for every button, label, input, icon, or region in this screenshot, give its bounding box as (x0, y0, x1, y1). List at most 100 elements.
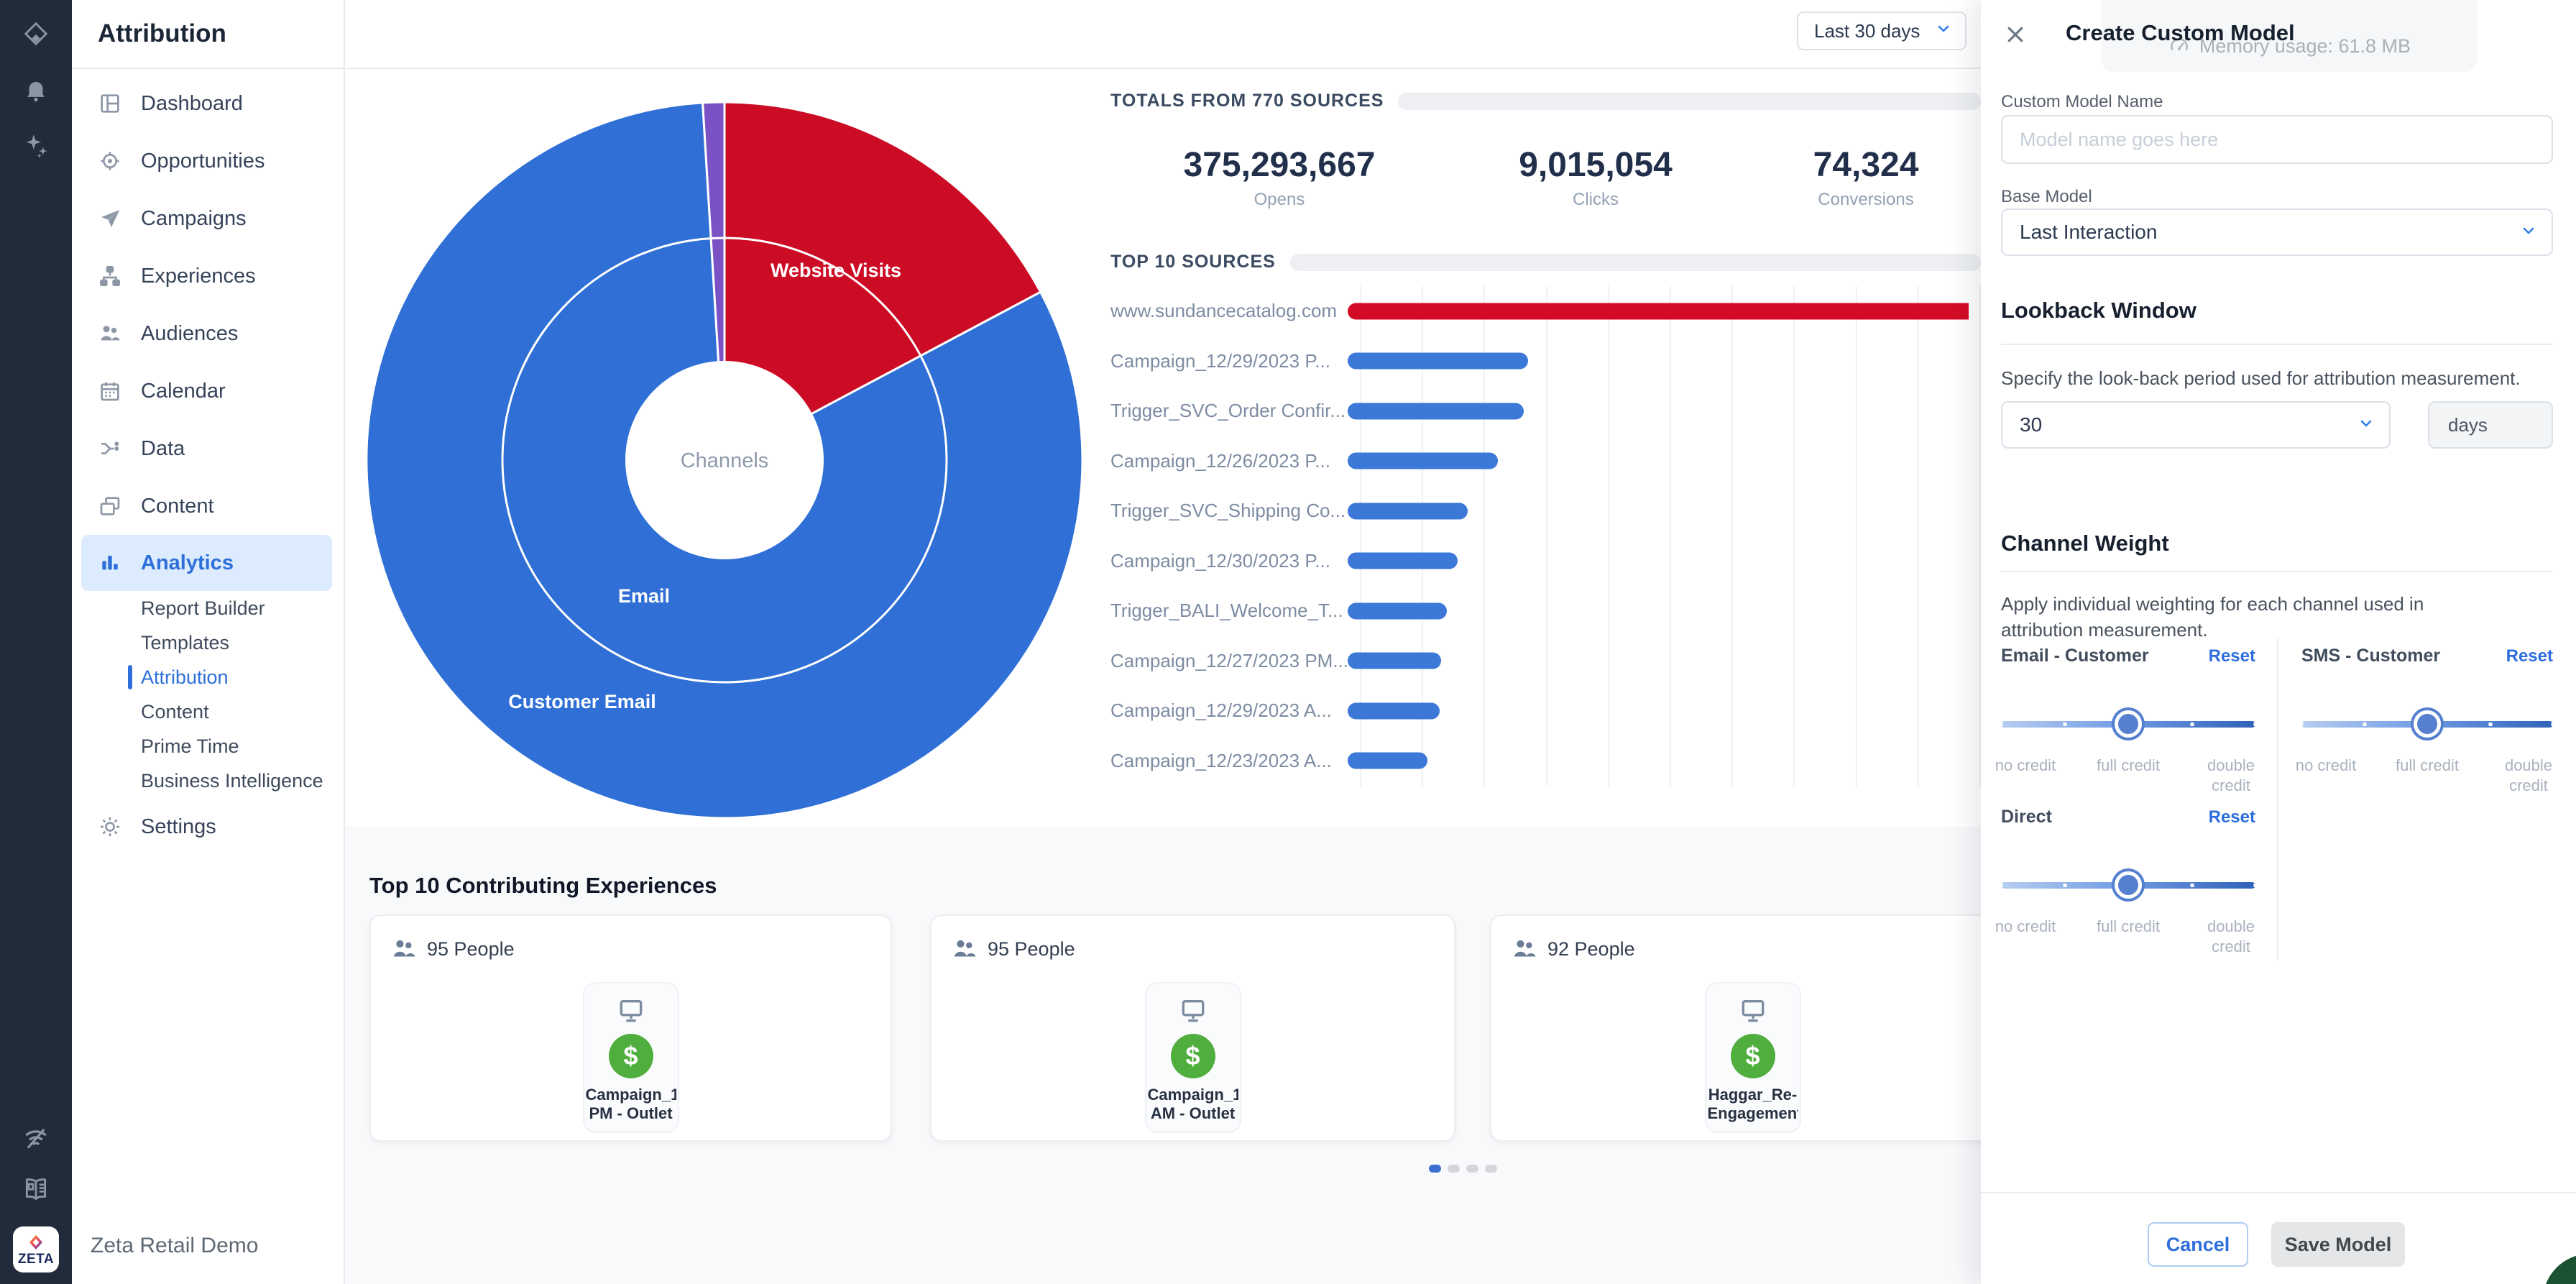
table-row: www.sundancecatalog.com (1110, 286, 1981, 336)
people-count: 95 People (952, 936, 1075, 962)
bar-zone (1348, 586, 1981, 636)
source-bar[interactable] (1348, 652, 1441, 669)
sidebar-item-dashboard[interactable]: Dashboard (72, 75, 344, 132)
experience-node[interactable]: $ Haggar_Re-Engagement (1704, 982, 1801, 1133)
experience-node[interactable]: $ Campaign_1 AM - Outlet (1144, 982, 1241, 1133)
slider-handle[interactable] (2115, 871, 2142, 899)
source-link[interactable]: Campaign_12/30/2023 P... (1110, 549, 1330, 572)
calendar-icon (98, 379, 122, 403)
source-bar[interactable] (1348, 303, 1969, 320)
source-bar[interactable] (1348, 503, 1468, 520)
sparkles-icon[interactable] (21, 131, 51, 161)
source-link[interactable]: Trigger_BALI_Welcome_T... (1110, 600, 1343, 622)
experience-cards: 95 People $ Campaign_1 PM - Outlet 95 Peopl… (369, 914, 1981, 1142)
sidebar-subitem-label: Attribution (141, 666, 229, 688)
model-name-input[interactable]: Model name goes here (2001, 115, 2553, 164)
header-rule-pill (1398, 92, 1981, 110)
header-rule-pill (1289, 253, 1981, 271)
base-model-value: Last Interaction (2020, 221, 2158, 243)
source-link[interactable]: Campaign_12/29/2023 P... (1110, 349, 1330, 372)
save-model-button[interactable]: Save Model (2271, 1222, 2405, 1267)
glossary-book-icon[interactable] (21, 1175, 51, 1205)
experience-node[interactable]: $ Campaign_1 PM - Outlet (582, 982, 679, 1133)
source-bar[interactable] (1348, 552, 1458, 569)
sidebar-item-campaigns[interactable]: Campaigns (72, 190, 344, 247)
lookback-value-select[interactable]: 30 (2001, 401, 2391, 449)
sidebar-item-content[interactable]: Content (72, 477, 344, 535)
sidebar-item-settings[interactable]: Settings (72, 798, 344, 856)
gridline (1917, 286, 1919, 787)
base-model-select[interactable]: Last Interaction (2001, 208, 2553, 256)
reset-link[interactable]: Reset (2208, 646, 2255, 666)
sidebar-subitem-label: Report Builder (141, 597, 265, 619)
sidebar-subitem-label: Templates (141, 631, 230, 654)
channels-sunburst-chart[interactable]: Website Visits Email Customer Email Chan… (365, 101, 1084, 820)
sidebar-item-audiences[interactable]: Audiences (72, 305, 344, 362)
sidebar-subitem-attribution[interactable]: Attribution (72, 660, 344, 694)
slider-tick (2363, 723, 2366, 726)
source-link[interactable]: Campaign_12/23/2023 A... (1110, 749, 1332, 771)
source-bar[interactable] (1348, 752, 1427, 769)
sidebar-item-label: Content (141, 494, 214, 518)
sidebar-subitem-content[interactable]: Content (72, 694, 344, 729)
chart-gridlines (1360, 286, 1981, 787)
source-bar[interactable] (1348, 452, 1498, 469)
icon-rail: ZETA (0, 0, 72, 1284)
carousel-dot-4[interactable] (1485, 1165, 1497, 1173)
sidebar-subitem-report-builder[interactable]: Report Builder (72, 591, 344, 625)
source-link[interactable]: Campaign_12/26/2023 P... (1110, 449, 1330, 472)
source-bar[interactable] (1348, 403, 1524, 420)
slider-tick (2063, 884, 2066, 887)
reset-link[interactable]: Reset (2506, 646, 2553, 666)
sidebar-item-experiences[interactable]: Experiences (72, 247, 344, 305)
weight-slider[interactable] (1999, 710, 2258, 738)
sidebar-header: Attribution (72, 0, 344, 69)
weight-slider[interactable] (2299, 710, 2555, 738)
dollar-conversion-icon: $ (1170, 1034, 1215, 1078)
experience-card[interactable]: 95 People $ Campaign_1 PM - Outlet (369, 914, 892, 1142)
bar-zone (1348, 486, 1981, 536)
bar-zone (1348, 636, 1981, 687)
cancel-button[interactable]: Cancel (2148, 1222, 2248, 1267)
sidebar-subitem-templates[interactable]: Templates (72, 625, 344, 660)
sidebar-item-calendar[interactable]: Calendar (72, 362, 344, 420)
slider-handle[interactable] (2115, 710, 2142, 738)
signal-icon[interactable] (21, 1123, 51, 1153)
experience-card[interactable]: 95 People $ Campaign_1 AM - Outlet (930, 914, 1455, 1142)
sidebar-item-data[interactable]: Data (72, 420, 344, 477)
date-range-value: Last 30 days (1814, 19, 1920, 42)
source-link[interactable]: Campaign_12/29/2023 A... (1110, 700, 1332, 722)
people-count-text: 95 People (988, 937, 1075, 960)
gauge-icon (2168, 35, 2191, 58)
sidebar-item-opportunities[interactable]: Opportunities (72, 132, 344, 190)
source-bar[interactable] (1348, 702, 1440, 720)
sidebar-subitem-prime-time[interactable]: Prime Time (72, 729, 344, 763)
gridline (1855, 286, 1857, 787)
sidebar-item-analytics[interactable]: Analytics (81, 535, 332, 591)
source-link[interactable]: Trigger_SVC_Order Confir... (1110, 400, 1346, 422)
slider-tick (2488, 723, 2492, 726)
weight-slider[interactable] (1999, 871, 2258, 899)
carousel-dot-3[interactable] (1466, 1165, 1478, 1173)
source-link[interactable]: www.sundancecatalog.com (1110, 300, 1338, 322)
carousel-dot-1[interactable] (1429, 1165, 1441, 1173)
zeta-logo-badge[interactable]: ZETA (13, 1226, 59, 1272)
date-range-select[interactable]: Last 30 days (1797, 12, 1966, 50)
source-bar[interactable] (1348, 352, 1528, 370)
source-bar[interactable] (1348, 602, 1447, 620)
lookback-heading: Lookback Window (2001, 298, 2196, 323)
close-icon[interactable] (2000, 19, 2031, 50)
source-link[interactable]: Trigger_SVC_Shipping Co... (1110, 500, 1346, 522)
reset-link[interactable]: Reset (2208, 807, 2255, 827)
experience-card[interactable]: 92 People $ Haggar_Re-Engagement (1490, 914, 1981, 1142)
bell-icon[interactable] (21, 75, 51, 105)
carousel-dot-2[interactable] (1448, 1165, 1460, 1173)
slider-handle[interactable] (2414, 710, 2441, 738)
source-link[interactable]: Campaign_12/27/2023 PM... (1110, 649, 1348, 671)
sidebar-item-label: Campaigns (141, 206, 247, 230)
sidebar-subitem-business-intelligence[interactable]: Business Intelligence (72, 763, 344, 798)
donut-segment-website-visits[interactable] (723, 101, 1042, 462)
channel-weight-heading: Channel Weight (2001, 531, 2169, 556)
main-header: Last 30 days (345, 0, 1981, 69)
zeta-diamond-icon[interactable] (21, 19, 51, 49)
